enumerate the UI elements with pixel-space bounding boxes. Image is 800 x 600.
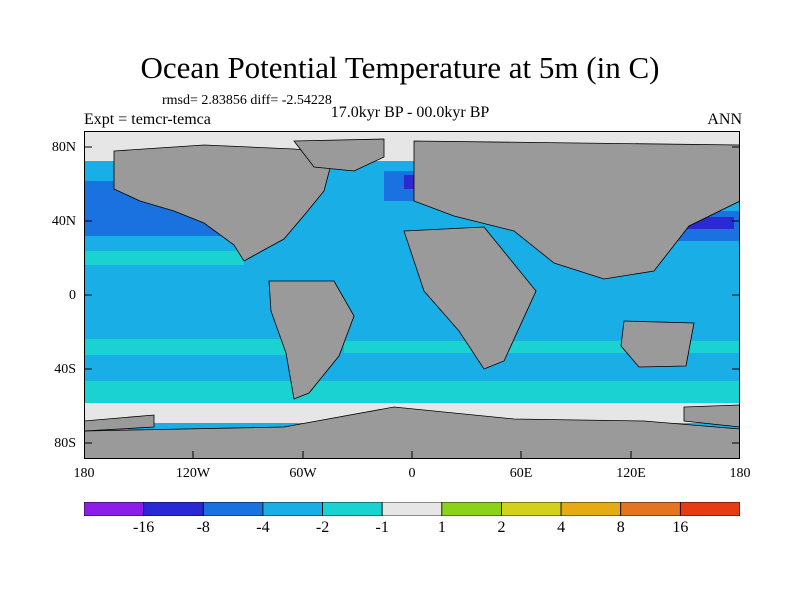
colorbar-label: -8 <box>196 519 210 536</box>
lat-label-0: 0 <box>69 288 76 303</box>
plot-title: Ocean Potential Temperature at 5m (in C) <box>140 50 660 85</box>
colorbar-label: 4 <box>557 519 566 536</box>
lon-label-180-east: 180 <box>729 466 751 481</box>
land-antarctic-west-edge <box>84 414 155 432</box>
land-eurasia <box>413 140 740 280</box>
lon-label-60e: 60E <box>509 466 533 481</box>
colorbar-swatch-4 <box>322 502 383 516</box>
land-antarctica <box>84 406 740 459</box>
colorbar-label: 2 <box>497 519 506 536</box>
colorbar-swatch-0 <box>84 502 145 516</box>
land-south-america <box>268 280 355 400</box>
colorbar-label: -2 <box>315 519 330 536</box>
period-line: 17.0kyr BP - 00.0kyr BP <box>330 104 490 121</box>
colorbar-label: 1 <box>437 519 446 536</box>
south-light-band-1 <box>84 339 314 355</box>
lon-label-0: 0 <box>408 466 416 481</box>
lat-label-40n: 40N <box>51 214 76 229</box>
colorbar-label: 8 <box>616 519 625 536</box>
land-greenland <box>293 138 385 172</box>
lat-label-80s: 80S <box>54 436 76 451</box>
colorbar <box>84 502 740 516</box>
experiment-label: Expt = temcr-temca <box>84 111 211 128</box>
colorbar-label: -1 <box>375 519 389 536</box>
lon-label-180-west: 180 <box>73 466 95 481</box>
colorbar-swatch-3 <box>262 502 323 516</box>
colorbar-label: -4 <box>256 519 270 536</box>
world-map <box>84 131 740 459</box>
lon-label-60w: 60W <box>289 466 317 481</box>
land-antarctic-east-edge <box>683 404 740 428</box>
land-australia <box>620 320 695 368</box>
colorbar-swatch-10 <box>679 502 740 516</box>
colorbar-swatch-6 <box>441 502 502 516</box>
subtropic-light-band <box>84 251 244 265</box>
colorbar-swatch-7 <box>501 502 562 516</box>
colorbar-label: 16 <box>672 519 689 536</box>
season-label: ANN <box>707 111 742 128</box>
colorbar-swatch-1 <box>143 502 204 516</box>
lon-label-120e: 120E <box>616 466 646 481</box>
lon-label-120w: 120W <box>175 466 211 481</box>
lat-label-40s: 40S <box>54 362 76 377</box>
colorbar-swatch-5 <box>381 502 443 516</box>
lat-label-80n: 80N <box>51 140 76 155</box>
colorbar-label: -16 <box>132 519 155 536</box>
colorbar-swatch-2 <box>202 502 264 516</box>
land-africa <box>403 226 537 370</box>
colorbar-swatch-8 <box>560 502 622 516</box>
colorbar-swatch-9 <box>620 502 681 516</box>
stats-line: rmsd= 2.83856 diff= -2.54228 <box>162 93 332 108</box>
